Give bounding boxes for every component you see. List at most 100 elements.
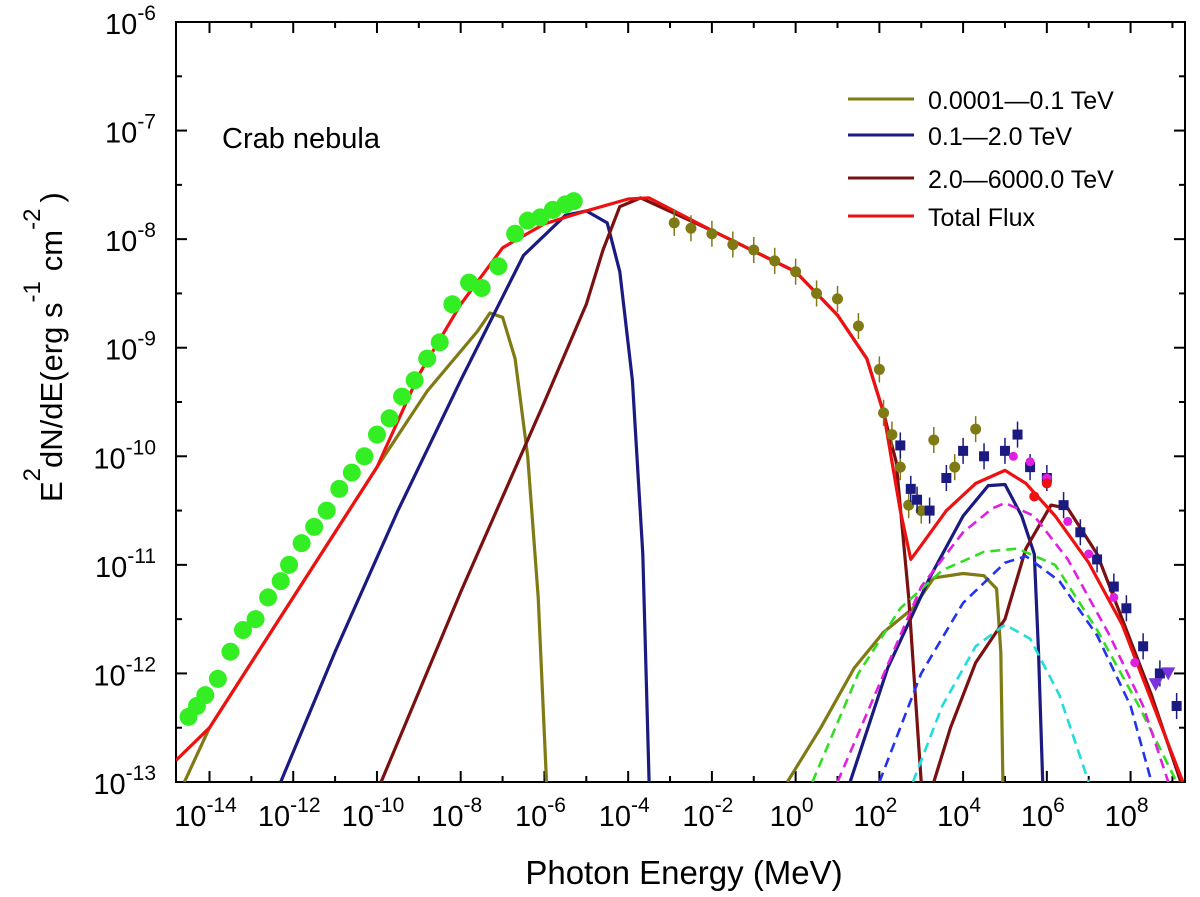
- y-label-close: ): [34, 192, 69, 202]
- x-tick-label: 104: [937, 794, 981, 833]
- series-line: [848, 482, 1045, 782]
- x-tick-label: 100: [770, 794, 814, 833]
- y-tick-label: 10-9: [105, 328, 156, 367]
- data-point-green: [280, 555, 299, 574]
- series-line: [176, 196, 1185, 782]
- data-point-olive: [790, 266, 802, 278]
- x-axis-label: Photon Energy (MeV): [525, 854, 842, 891]
- data-point-red: [1029, 491, 1040, 502]
- data-point-magenta: [1130, 658, 1140, 668]
- data-point-green: [367, 425, 386, 444]
- data-point-olive: [949, 461, 961, 473]
- data-point-olive: [706, 228, 718, 240]
- data-point-olive: [769, 255, 781, 267]
- data-point-olive: [852, 320, 864, 332]
- data-point-blue: [1058, 500, 1069, 511]
- data-point-blue: [979, 451, 990, 462]
- data-point-olive: [727, 239, 739, 251]
- data-point-olive: [878, 407, 890, 419]
- y-tick-label: 10-10: [93, 436, 156, 475]
- data-point-olive: [928, 434, 940, 446]
- data-point-green: [292, 534, 311, 553]
- data-point-blue: [1108, 581, 1119, 592]
- series-line: [911, 623, 1090, 782]
- data-point-green: [233, 621, 252, 639]
- data-point-magenta: [1025, 457, 1035, 467]
- data-point-green: [221, 642, 240, 661]
- data-point-blue: [1138, 641, 1149, 652]
- data-point-blue: [999, 445, 1010, 456]
- data-point-blue: [905, 483, 916, 494]
- data-point-purple: [1148, 678, 1163, 692]
- y-tick-label: 10-7: [105, 111, 156, 150]
- data-point-green: [489, 257, 508, 276]
- data-point-green: [342, 463, 361, 482]
- data-point-green: [208, 669, 227, 688]
- data-point-olive: [748, 244, 760, 256]
- data-point-green: [271, 572, 290, 591]
- data-point-green: [418, 349, 437, 368]
- data-point-green: [506, 224, 525, 243]
- data-point-blue: [1171, 701, 1182, 711]
- data-point-blue: [1075, 527, 1086, 538]
- y-tick-label: 10-8: [105, 219, 156, 258]
- axis-ticks: 10-14 10-12 10-10 10-8 10-6 10-4 10-2 100 102 104…: [93, 2, 1185, 833]
- legend-label-1: 0.0001—0.1 TeV: [928, 87, 1114, 115]
- data-point-purple: [1161, 667, 1176, 681]
- data-point-olive: [811, 287, 823, 299]
- x-tick-label: 10-2: [682, 794, 733, 833]
- data-point-blue: [1012, 429, 1023, 440]
- data-point-blue: [912, 494, 923, 505]
- x-tick-label: 108: [1105, 794, 1149, 833]
- data-point-green: [443, 295, 462, 314]
- data-point-blue: [1025, 462, 1036, 473]
- data-point-green: [246, 610, 265, 629]
- data-point-green: [305, 517, 324, 536]
- y-tick-label: 10-13: [93, 762, 156, 801]
- scatter-group: [179, 192, 1182, 726]
- y-label-base: E: [34, 481, 69, 502]
- data-point-green: [259, 588, 278, 607]
- x-tick-label: 10-14: [174, 794, 237, 833]
- annotation-crab-nebula: Crab nebula: [222, 123, 381, 155]
- data-point-blue: [958, 445, 969, 456]
- data-point-olive: [915, 505, 927, 517]
- legend-label-4: Total Flux: [928, 204, 1035, 232]
- legend-label-3: 2.0—6000.0 TeV: [928, 166, 1114, 194]
- data-point-magenta: [1084, 549, 1094, 559]
- x-tick-label: 10-8: [431, 794, 482, 833]
- data-point-blue: [1121, 603, 1132, 614]
- svg-text:E2dN/dE(erg s-1cm-2): E2dN/dE(erg s-1 cm-2): [19, 192, 69, 502]
- x-tick-label: 106: [1021, 794, 1065, 833]
- data-point-olive: [894, 461, 906, 473]
- series-line: [932, 503, 1183, 782]
- x-tick-label: 10-12: [258, 794, 321, 833]
- y-label-sup3: -2: [19, 209, 46, 230]
- y-tick-label: 10-11: [95, 545, 156, 584]
- x-tick-label: 10-10: [342, 794, 405, 833]
- data-point-olive: [886, 429, 898, 441]
- data-point-magenta: [1109, 592, 1119, 602]
- y-label-sup1: 2: [19, 468, 46, 481]
- data-point-green: [317, 501, 336, 520]
- data-point-blue: [895, 440, 906, 451]
- data-point-green: [405, 371, 424, 390]
- data-point-green: [196, 686, 215, 705]
- y-label-sup2: -1: [19, 281, 46, 302]
- data-point-green: [355, 447, 374, 466]
- legend: 0.0001—0.1 TeV 0.1—2.0 TeV 2.0—6000.0 Te…: [848, 87, 1114, 232]
- series-line: [811, 547, 1178, 782]
- data-point-green: [472, 279, 491, 297]
- legend-label-2: 0.1—2.0 TeV: [928, 123, 1072, 151]
- data-point-olive: [903, 499, 915, 511]
- data-point-olive: [832, 293, 844, 305]
- data-point-green: [430, 333, 449, 352]
- data-point-green: [330, 479, 349, 498]
- series-line: [878, 554, 1153, 782]
- y-tick-label: 10-6: [105, 2, 156, 41]
- data-point-green: [393, 387, 412, 406]
- data-point-red: [1041, 478, 1052, 489]
- series-line: [836, 501, 1170, 782]
- data-point-green: [380, 409, 399, 428]
